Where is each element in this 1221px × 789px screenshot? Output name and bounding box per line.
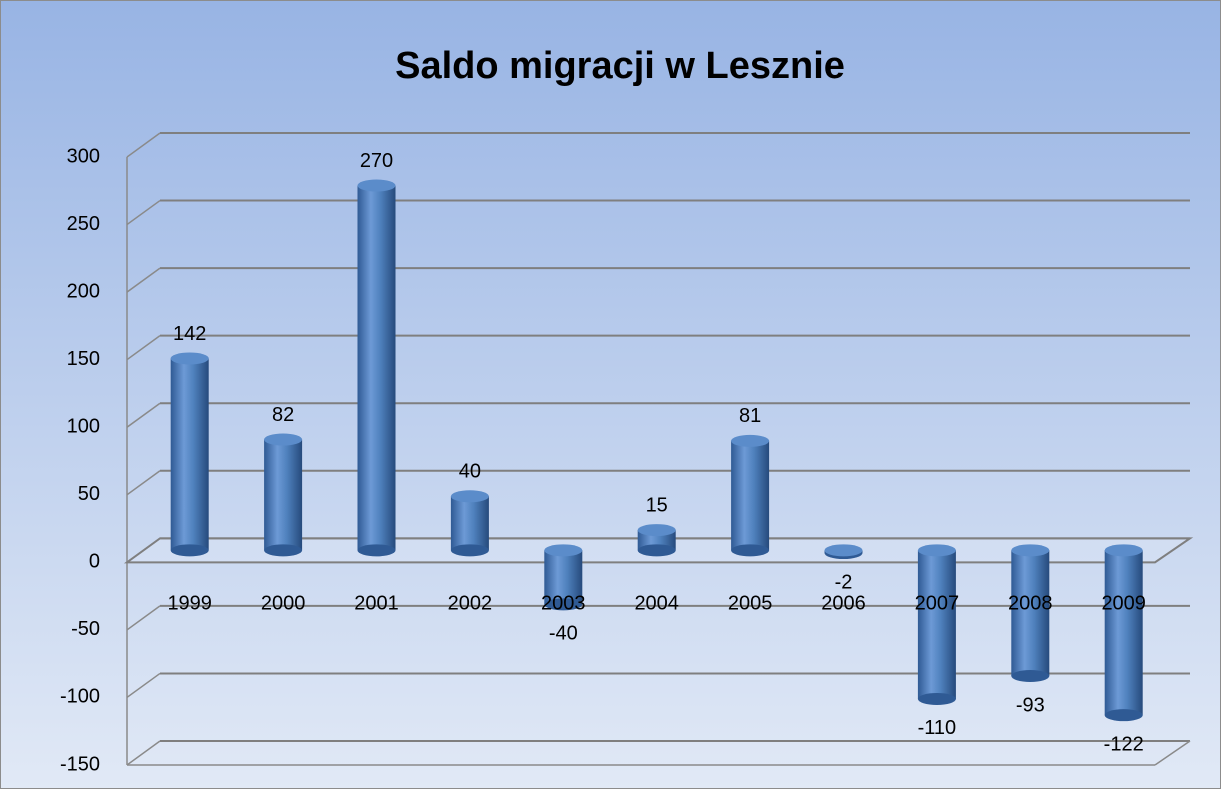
value-label: 81	[739, 405, 761, 427]
bar-cap	[357, 179, 396, 192]
bar-bottom	[544, 598, 583, 611]
bar-bottom	[450, 544, 489, 557]
y-tick-label: 250	[67, 213, 100, 235]
bar-bottom	[637, 544, 676, 557]
bar-cap	[1011, 544, 1050, 557]
bar-cap	[731, 434, 770, 447]
y-tick-label: -100	[60, 686, 100, 708]
bar-cap	[450, 490, 489, 503]
bar-bottom	[1011, 669, 1050, 682]
y-tick-label: -150	[60, 753, 100, 775]
grid-line-side	[126, 672, 161, 699]
bar-cap	[824, 544, 863, 557]
value-label: 40	[459, 461, 481, 483]
y-tick-label: 100	[67, 416, 100, 438]
grid-line-side	[126, 199, 161, 226]
bar	[264, 439, 303, 551]
y-tick-label: 300	[67, 145, 100, 167]
x-tick-label: 1999	[167, 592, 212, 614]
grid-line-side	[126, 740, 161, 766]
chart-title: Saldo migracji w Lesznie	[395, 45, 845, 87]
bar	[917, 550, 956, 699]
value-label: -40	[549, 623, 578, 645]
bar-cap	[1104, 544, 1143, 557]
grid-line-side	[126, 470, 161, 496]
x-tick-label: 2000	[261, 592, 306, 614]
bar	[1104, 550, 1143, 716]
grid-line-side	[126, 267, 161, 293]
value-label: 142	[173, 323, 206, 345]
grid-line-side	[126, 402, 161, 428]
bar-bottom	[917, 692, 956, 705]
bar-cap	[917, 544, 956, 557]
y-tick-label: 0	[89, 551, 100, 573]
bar	[170, 358, 209, 551]
bar-cap	[264, 433, 303, 446]
bar	[357, 185, 396, 551]
x-tick-label: 2008	[1008, 592, 1053, 614]
bar-cap	[170, 352, 209, 365]
bar-cap	[637, 524, 676, 537]
bar-bottom	[170, 544, 209, 557]
y-tick-label: -50	[71, 618, 100, 640]
x-tick-label: 2001	[354, 592, 399, 614]
value-label: 270	[360, 150, 393, 172]
x-tick-label: 2003	[541, 592, 586, 614]
x-tick-label: 2007	[915, 592, 960, 614]
grid-line-side	[126, 335, 161, 361]
bar-bottom	[731, 544, 770, 557]
y-tick-label: 50	[78, 483, 100, 505]
x-tick-label: 2002	[448, 592, 493, 614]
bar-bottom	[357, 544, 396, 557]
value-label: 15	[646, 494, 668, 516]
grid-line-side	[126, 132, 161, 158]
bar	[1011, 550, 1050, 676]
x-tick-label: 2005	[728, 592, 773, 614]
value-label: -93	[1016, 694, 1045, 716]
value-label: -2	[835, 571, 853, 593]
y-tick-label: 150	[67, 348, 100, 370]
x-tick-label: 2006	[821, 592, 866, 614]
y-tick-label: 200	[67, 280, 100, 302]
floor-side	[1154, 740, 1191, 766]
bar	[544, 550, 583, 605]
bar	[731, 440, 770, 551]
x-tick-label: 2004	[634, 592, 679, 614]
bar-bottom	[1104, 709, 1143, 722]
x-tick-label: 2009	[1101, 592, 1146, 614]
value-label: -110	[918, 717, 957, 739]
bar	[450, 496, 489, 551]
grid-line-side	[126, 605, 161, 631]
bar-cap	[544, 544, 583, 557]
value-label: 82	[272, 404, 294, 426]
bar-bottom	[264, 544, 303, 557]
value-label: -122	[1104, 733, 1144, 755]
